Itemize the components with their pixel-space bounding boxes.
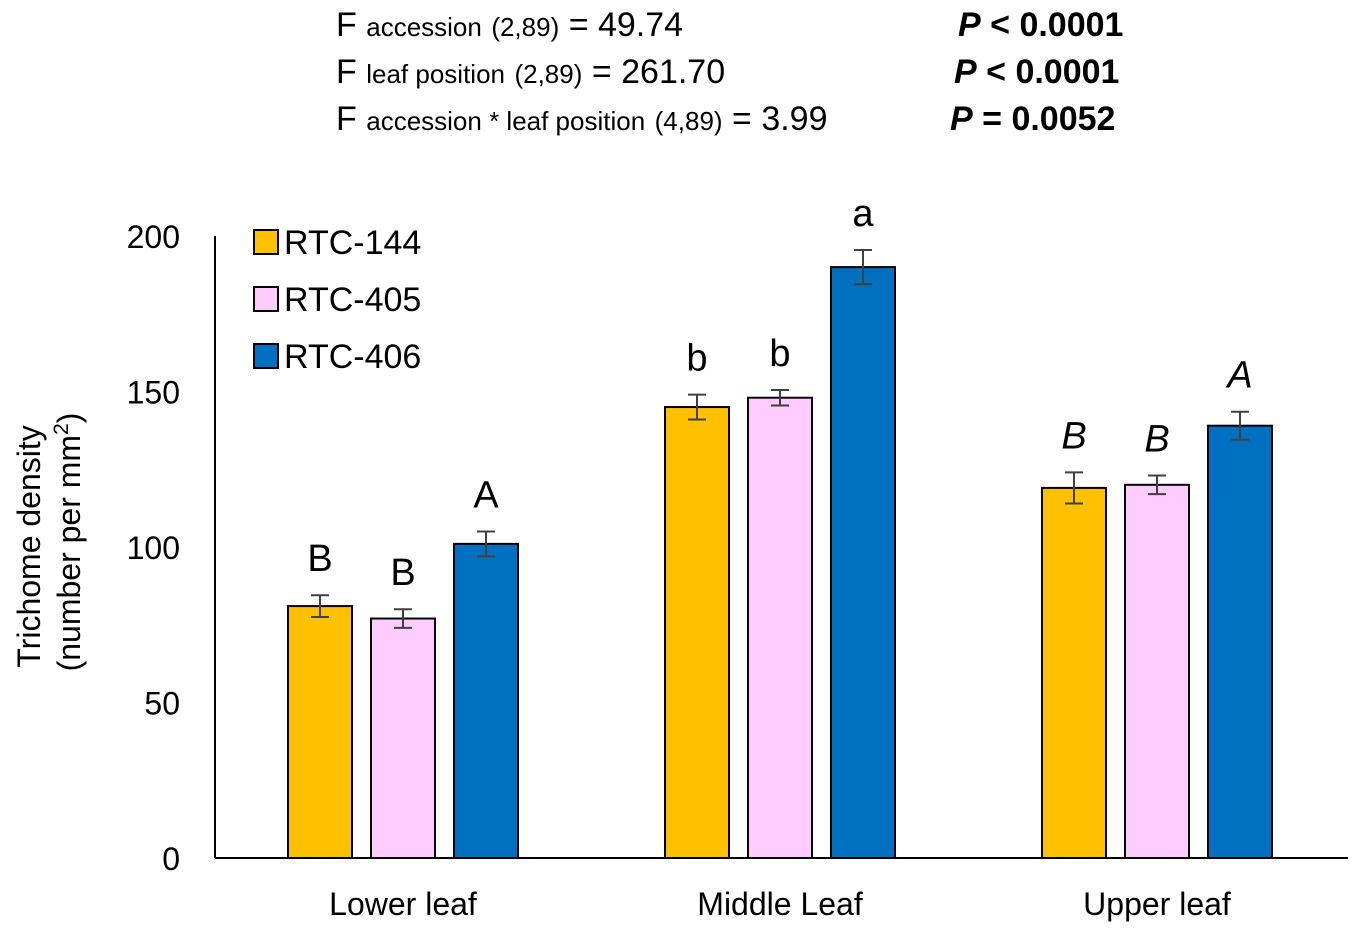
p-value-accession: P < 0.0001: [958, 6, 1123, 45]
y-axis-title: Trichome density (number per mm2): [11, 413, 87, 672]
significance-letter: B: [1144, 418, 1169, 460]
x-category-labels: Lower leaf Middle Leaf Upper leaf: [329, 886, 1231, 922]
stat-interaction: F accession * leaf position (4,89) = 3.9…: [336, 100, 828, 139]
significance-letter: B: [307, 538, 332, 580]
x-category-label: Lower leaf: [329, 886, 477, 922]
stat-term: accession: [366, 12, 482, 42]
stat-term: accession * leaf position: [366, 106, 646, 136]
bar-rtc-144-middle-leaf: [664, 406, 730, 859]
stat-accession: F accession (2,89) = 49.74: [336, 6, 683, 45]
stat-value: = 261.70: [591, 53, 726, 91]
legend-swatch: [253, 286, 279, 312]
bar-rtc-406-upper-leaf: [1207, 424, 1273, 859]
y-tick-labels: 0 50 100 150 200: [127, 219, 180, 877]
legend: RTC-144 RTC-405 RTC-406: [253, 224, 421, 376]
stat-df: (2,89): [491, 12, 560, 42]
legend-label: RTC-405: [284, 281, 421, 319]
significance-letter: A: [1225, 355, 1252, 397]
y-axis-title-suffix: ): [51, 413, 87, 424]
bar-rtc-405-upper-leaf: [1124, 483, 1190, 859]
bar-rtc-144-lower-leaf: [287, 605, 353, 860]
p-text: = 0.0052: [982, 100, 1116, 138]
stat-df: (4,89): [654, 106, 723, 136]
p-value-leaf-position: P < 0.0001: [954, 53, 1119, 92]
significance-letter: B: [1061, 415, 1086, 457]
y-tick-label: 150: [127, 375, 180, 411]
p-text: < 0.0001: [990, 6, 1124, 44]
significance-letter: B: [390, 552, 415, 594]
p-symbol: P: [958, 6, 981, 44]
significance-letter: a: [852, 193, 874, 235]
p-symbol: P: [950, 100, 973, 138]
legend-label: RTC-144: [284, 224, 421, 262]
x-category-label: Middle Leaf: [697, 886, 863, 922]
p-symbol: P: [954, 53, 977, 91]
stat-term: leaf position: [366, 59, 505, 89]
bar-rtc-406-lower-leaf: [453, 542, 519, 859]
y-axis-title-line1: Trichome density: [11, 425, 47, 667]
legend-swatch: [253, 343, 279, 369]
stat-f-symbol: F: [336, 6, 357, 44]
y-axis-title-prefix: (number per mm: [51, 435, 87, 672]
legend-swatch: [253, 229, 279, 255]
y-axis-title-line2: (number per mm2): [50, 413, 87, 672]
stat-value: = 3.99: [732, 100, 828, 138]
stat-f-symbol: F: [336, 100, 357, 138]
y-tick-label: 200: [127, 219, 180, 255]
x-category-label: Upper leaf: [1083, 886, 1231, 922]
bar-rtc-405-middle-leaf: [747, 396, 813, 859]
stat-f-symbol: F: [336, 53, 357, 91]
stat-leaf-position: F leaf position (2,89) = 261.70: [336, 53, 725, 92]
bars-group: [287, 266, 1273, 860]
bar-rtc-405-lower-leaf: [370, 617, 436, 860]
significance-letter: A: [473, 474, 499, 516]
error-bars-group: [311, 248, 1249, 629]
legend-label: RTC-406: [284, 338, 421, 376]
y-axis-title-superscript: 2: [50, 423, 73, 435]
p-value-interaction: P = 0.0052: [950, 100, 1115, 139]
significance-letters-group: Bb B Bb B Aa A: [307, 193, 1252, 594]
stat-df: (2,89): [514, 59, 583, 89]
bar-rtc-144-upper-leaf: [1041, 486, 1107, 859]
y-tick-label: 100: [127, 530, 180, 566]
bar-rtc-406-middle-leaf: [830, 266, 896, 860]
p-text: < 0.0001: [986, 53, 1120, 91]
y-tick-label: 50: [144, 686, 180, 722]
stat-value: = 49.74: [568, 6, 684, 44]
significance-letter: b: [769, 333, 790, 375]
significance-letter: b: [686, 338, 707, 380]
y-tick-label: 0: [162, 841, 180, 877]
